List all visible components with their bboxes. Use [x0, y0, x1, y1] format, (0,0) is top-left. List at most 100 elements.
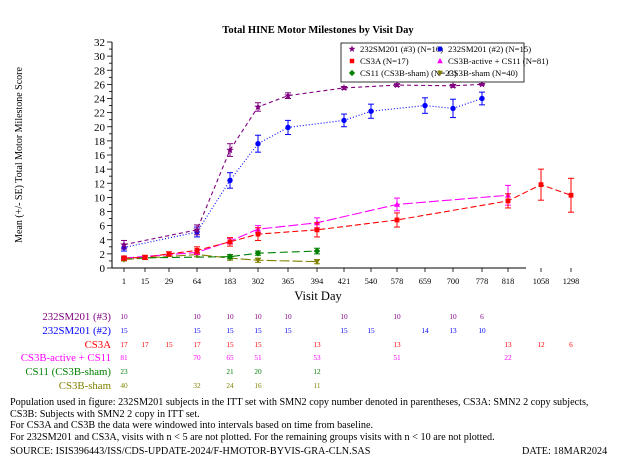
legend-label: 232SM201 (#3) (N=10) — [360, 44, 443, 54]
n-table-cell: 24 — [226, 381, 234, 390]
x-tick-label: 302 — [252, 277, 264, 286]
data-point — [255, 257, 261, 264]
n-table-cell: 15 — [120, 326, 128, 335]
data-point — [284, 91, 292, 99]
series-0 — [120, 80, 486, 250]
n-table-cell: 13 — [504, 340, 512, 349]
data-point — [568, 192, 574, 198]
data-point — [255, 141, 261, 147]
data-point — [227, 177, 233, 184]
legend-marker — [348, 45, 356, 52]
data-point — [254, 103, 262, 111]
n-table-cell: 20 — [254, 367, 262, 376]
n-table-cell: 10 — [254, 312, 262, 321]
series-line — [123, 184, 572, 259]
series-line — [123, 83, 483, 246]
n-table-cell: 23 — [120, 367, 128, 376]
data-point — [340, 84, 348, 92]
footnote-3: For CS3A and CS3B the data were windowed… — [10, 420, 374, 432]
n-table-cell: 15 — [165, 340, 173, 349]
legend: 232SM201 (#3) (N=10) 232SM201 (#2) (N=15)… — [340, 42, 549, 83]
x-tick-label: 578 — [391, 277, 403, 286]
y-tick-label: 6 — [100, 221, 106, 233]
data-point — [449, 81, 457, 89]
x-tick-label: 394 — [311, 277, 324, 286]
series-line — [123, 97, 483, 249]
n-table-cell: 15 — [367, 326, 375, 335]
data-point — [314, 259, 320, 265]
legend-marker — [437, 46, 443, 52]
n-table-cell: 21 — [226, 367, 234, 376]
y-tick-label: 0 — [100, 263, 106, 275]
legend-marker — [437, 70, 443, 77]
y-tick-label: 4 — [100, 235, 106, 247]
n-table-cell: 15 — [254, 340, 262, 349]
data-point — [194, 247, 200, 253]
legend-label: 232SM201 (#2) (N=15) — [448, 44, 531, 54]
legend-marker — [437, 57, 443, 64]
n-table-row-label: CS3B-sham — [59, 380, 112, 392]
y-tick-label: 32 — [94, 37, 105, 49]
x-tick-label: 700 — [447, 277, 459, 286]
n-table-cell: 40 — [120, 381, 128, 390]
data-point — [226, 146, 234, 154]
n-table-cell: 14 — [421, 326, 429, 335]
n-table-cell: 70 — [193, 353, 201, 362]
n-table-cell: 12 — [537, 340, 545, 349]
n-table-cell: 15 — [226, 326, 234, 335]
data-point — [142, 255, 148, 260]
data-point — [479, 95, 485, 102]
x-tick-label: 818 — [502, 277, 514, 286]
n-table-row-label: CS11 (CS3B-sham) — [25, 366, 111, 378]
x-axis-label: Visit Day — [294, 289, 342, 303]
chart-title: Total HINE Motor Milestones by Visit Day — [222, 25, 414, 36]
data-point — [255, 231, 261, 237]
n-table-cell: 51 — [254, 353, 262, 362]
n-table-row-label: CS3A — [85, 339, 112, 351]
n-table-cell: 11 — [313, 381, 320, 390]
data-point — [394, 201, 400, 207]
y-tick-label: 22 — [94, 108, 105, 120]
legend-box — [340, 42, 525, 83]
y-tick-label: 30 — [94, 51, 106, 63]
x-tick-label: 64 — [193, 277, 202, 286]
y-tick-label: 18 — [94, 136, 106, 148]
footnote-2: CS3B: Subjects with SMN2 2 copy in ITT s… — [10, 408, 200, 420]
y-tick-label: 26 — [94, 79, 106, 91]
n-table-cell: 17 — [193, 340, 201, 349]
n-table-cell: 10 — [193, 312, 201, 321]
x-tick-label: 1 — [122, 277, 126, 286]
data-point — [450, 105, 456, 112]
footnote-4: For 232SM201 and CS3A, visits with n < 5… — [10, 431, 495, 443]
n-table-cell: 53 — [313, 353, 321, 362]
legend-label: CS3A (N=17) — [360, 56, 409, 66]
y-tick-label: 28 — [94, 65, 106, 77]
n-table-row-label: CS3B-active + CS11 — [21, 352, 111, 364]
n-table-cell: 13 — [393, 340, 401, 349]
n-table-cell: 12 — [313, 367, 321, 376]
legend-marker — [349, 58, 355, 64]
data-point — [341, 117, 347, 124]
n-table-cell: 15 — [284, 326, 292, 335]
n-table-cell: 15 — [226, 340, 234, 349]
n-table-cell: 13 — [313, 340, 321, 349]
data-point — [505, 198, 511, 204]
data-point — [394, 217, 400, 223]
data-point — [121, 255, 127, 261]
x-tick-label: 15 — [141, 277, 149, 286]
n-table-cell: 10 — [393, 312, 401, 321]
n-table-cell: 13 — [449, 326, 457, 335]
x-tick-label: 1058 — [533, 277, 550, 286]
data-point — [166, 251, 172, 257]
y-tick-label: 14 — [94, 164, 106, 176]
x-tick-label: 1298 — [563, 277, 580, 286]
y-tick-label: 24 — [94, 94, 106, 106]
n-table-row-label: 232SM201 (#2) — [42, 325, 111, 337]
data-point — [254, 249, 262, 257]
legend-label: CS3B-sham (N=40) — [448, 68, 518, 78]
n-table-cell: 32 — [193, 381, 201, 390]
n-table-cell: 17 — [120, 340, 128, 349]
series-1 — [121, 91, 485, 252]
y-tick-label: 8 — [100, 207, 106, 219]
n-table-cell: 10 — [226, 312, 234, 321]
